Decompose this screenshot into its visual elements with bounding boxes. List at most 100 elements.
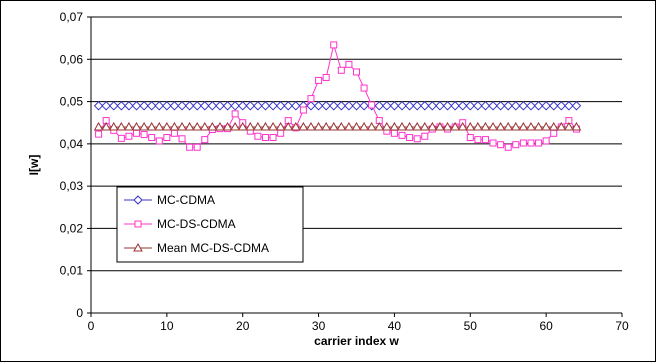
data-point-square (231, 110, 239, 118)
data-point-diamond (215, 101, 225, 111)
data-point-square (345, 60, 353, 68)
data-point-diamond (541, 101, 551, 111)
data-point-diamond (351, 101, 362, 111)
data-point-square (466, 134, 474, 142)
data-point-triangle (404, 121, 415, 131)
legend-item: MC-CDMA (124, 193, 215, 207)
data-point-diamond (435, 101, 445, 111)
y-tick-label: 0,06 (60, 52, 84, 66)
data-point-square (140, 131, 148, 139)
x-tick-label: 60 (539, 319, 553, 333)
data-point-diamond (321, 101, 331, 111)
data-point-triangle (124, 121, 134, 131)
data-point-square (330, 41, 338, 49)
data-point-triangle (116, 121, 127, 131)
series-mc-ds-cdma (95, 41, 580, 151)
data-point-triangle (253, 121, 263, 131)
data-point-triangle (495, 121, 506, 131)
series-mc-cdma (93, 101, 582, 111)
data-point-square (299, 106, 307, 114)
data-point-square (134, 220, 142, 228)
data-point-triangle (533, 121, 544, 131)
data-point-diamond (154, 101, 164, 111)
data-point-diamond (427, 101, 438, 111)
data-point-square (421, 132, 429, 140)
data-point-diamond (146, 101, 157, 111)
data-point-square (489, 139, 497, 147)
y-axis-title: I[w] (27, 155, 41, 176)
data-point-triangle (556, 121, 567, 131)
data-point-diamond (177, 101, 187, 111)
data-point-triangle (510, 121, 521, 131)
data-point-diamond (480, 101, 491, 111)
data-point-triangle (222, 121, 233, 131)
data-point-triangle (192, 121, 203, 131)
data-point-diamond (518, 101, 529, 111)
axes: 0 0,01 0,02 0,03 0,04 0,05 0,06 0,07 0 10 20 30 40 50… (60, 10, 629, 333)
legend-label: MC-DS-CDMA (157, 217, 236, 231)
x-tick-label: 0 (88, 319, 95, 333)
data-point-diamond (131, 101, 142, 111)
data-point-square (155, 137, 163, 145)
x-tick-label: 20 (236, 319, 250, 333)
data-point-triangle (541, 121, 552, 131)
data-point-triangle (435, 121, 445, 131)
data-point-square (201, 136, 209, 144)
data-point-square (269, 134, 277, 142)
data-point-diamond (291, 101, 301, 111)
data-point-triangle (207, 121, 218, 131)
data-point-triangle (306, 121, 316, 131)
data-point-diamond (465, 101, 475, 111)
data-point-triangle (101, 121, 112, 131)
data-point-diamond (556, 101, 567, 111)
y-tick-label: 0,04 (60, 137, 84, 151)
data-point-diamond (93, 101, 104, 111)
data-point-diamond (495, 101, 506, 111)
y-tick-label: 0,02 (60, 221, 84, 235)
y-tick-label: 0,03 (60, 179, 84, 193)
legend-item: MC-DS-CDMA (124, 217, 236, 231)
data-point-triangle (298, 121, 309, 131)
data-point-diamond (374, 101, 384, 111)
data-point-diamond (412, 101, 422, 111)
data-point-triangle (351, 121, 362, 131)
data-point-square (368, 101, 376, 109)
data-point-triangle (442, 121, 453, 131)
data-point-diamond (162, 101, 172, 111)
data-point-triangle (290, 121, 301, 131)
data-point-square (170, 129, 178, 137)
data-point-triangle (184, 121, 195, 131)
data-point-diamond (382, 101, 392, 111)
data-point-triangle (374, 121, 385, 131)
data-point-triangle (526, 121, 536, 131)
data-point-triangle (359, 121, 369, 131)
data-point-square (261, 134, 269, 142)
data-point-triangle (450, 121, 460, 131)
data-point-triangle (215, 121, 225, 131)
legend-label: Mean MC-DS-CDMA (157, 241, 269, 255)
data-point-square (254, 132, 262, 140)
data-point-triangle (480, 121, 491, 131)
data-point-triangle (139, 121, 149, 131)
x-tick-label: 40 (388, 319, 402, 333)
series-group (93, 41, 582, 151)
data-point-diamond (207, 101, 218, 111)
data-point-diamond (473, 101, 483, 111)
data-point-triangle (268, 121, 278, 131)
data-point-triangle (419, 121, 430, 131)
data-point-diamond (101, 101, 111, 111)
data-point-triangle (488, 121, 498, 131)
data-point-square (474, 136, 482, 144)
series-line (98, 42, 577, 148)
data-point-square (337, 66, 345, 74)
data-point-triangle (260, 121, 271, 131)
data-point-triangle (245, 121, 256, 131)
data-point-square (125, 132, 133, 140)
data-point-square (406, 134, 414, 142)
data-point-diamond (511, 101, 521, 111)
data-point-triangle (283, 121, 294, 131)
y-tick-label: 0,01 (60, 264, 84, 278)
data-point-diamond (488, 101, 498, 111)
data-point-diamond (457, 101, 468, 111)
data-point-triangle (412, 121, 423, 131)
